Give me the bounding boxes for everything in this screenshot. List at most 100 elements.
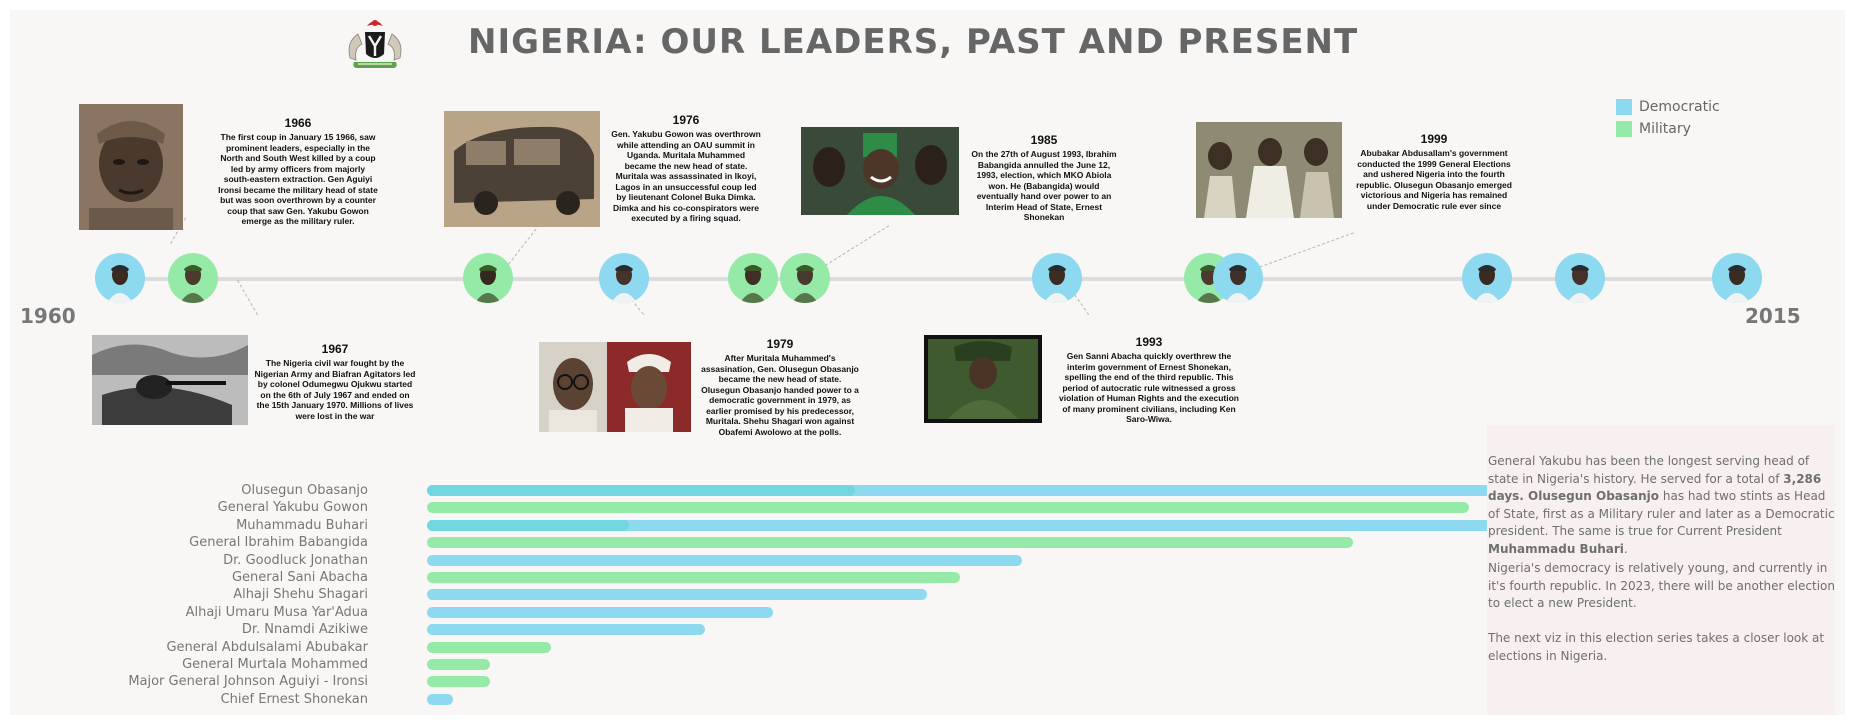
- bar-military-segment[interactable]: [427, 519, 630, 531]
- leader-portrait-icon: [740, 265, 766, 303]
- bar-democratic[interactable]: [427, 624, 706, 636]
- leader-portrait-icon: [1225, 265, 1251, 303]
- event-text: On the 27th of August 1993, Ibrahim Baba…: [971, 149, 1117, 222]
- bar-label: General Abdulsalami Abubakar: [166, 639, 368, 655]
- timeline-leader-node[interactable]: [1555, 253, 1605, 303]
- event-1993: 1993 Gen Sanni Abacha quickly overthrew …: [1054, 335, 1244, 425]
- timeline-leader-node[interactable]: [463, 253, 513, 303]
- timeline-leader-node[interactable]: [599, 253, 649, 303]
- event-year: 1976: [672, 113, 700, 127]
- timeline-leader-node[interactable]: [1462, 253, 1512, 303]
- leader-portrait-icon: [1474, 265, 1500, 303]
- event-text: The Nigeria civil war fought by the Nige…: [254, 358, 416, 421]
- event-photo-1985: [801, 127, 959, 215]
- bar-label: General Ibrahim Babangida: [189, 535, 368, 551]
- timeline-leader-node[interactable]: [728, 253, 778, 303]
- legend-swatch-democratic: [1616, 99, 1632, 115]
- legend-item-democratic: Democratic: [1616, 96, 1720, 118]
- legend-label: Democratic: [1639, 99, 1720, 115]
- bar-label: General Murtala Mohammed: [182, 657, 368, 672]
- event-photo-1967: [92, 335, 248, 425]
- event-1979: 1979 After Muritala Muhammed's assasinat…: [700, 337, 860, 437]
- note-text: Muhammadu Buhari: [1488, 541, 1624, 556]
- legend: Democratic Military: [1616, 96, 1720, 140]
- timeline-axis: [95, 277, 1755, 281]
- event-1999: 1999 Abubakar Abdusallam's government co…: [1354, 132, 1514, 211]
- note-text: General Yakubu has been the longest serv…: [1488, 454, 1810, 486]
- bar-military[interactable]: [427, 676, 491, 688]
- event-1976: 1976 Gen. Yakubu Gowon was overthrown wh…: [610, 113, 762, 224]
- timeline-leader-node[interactable]: [95, 253, 145, 303]
- leader-portrait-icon: [180, 265, 206, 303]
- event-1985: 1985 On the 27th of August 1993, Ibrahim…: [968, 133, 1120, 223]
- bar-military[interactable]: [427, 537, 1353, 549]
- timeline-end-year: 2015: [1745, 304, 1801, 328]
- leader-portrait-icon: [792, 265, 818, 303]
- bar-label: General Sani Abacha: [231, 570, 368, 585]
- event-year: 1966: [284, 116, 312, 130]
- page-title: NIGERIA: OUR LEADERS, PAST AND PRESENT: [468, 22, 1359, 62]
- leader-portrait-icon: [1044, 265, 1070, 303]
- bar-democratic[interactable]: [427, 606, 774, 618]
- bar-label: Chief Ernest Shonekan: [220, 691, 368, 707]
- bar-military[interactable]: [427, 502, 1469, 514]
- leader-portrait-icon: [1567, 265, 1593, 303]
- event-1967: 1967 The Nigeria civil war fought by the…: [253, 342, 417, 421]
- bar-military[interactable]: [427, 641, 551, 653]
- event-year: 1967: [321, 342, 349, 356]
- note-next-viz: The next viz in this election series tak…: [1488, 630, 1838, 665]
- event-text: Abubakar Abdusallam's government conduct…: [1356, 148, 1512, 211]
- bar-label: Alhaji Shehu Shagari: [233, 587, 368, 603]
- event-text: After Muritala Muhammed's assasination, …: [701, 353, 859, 437]
- bar-military[interactable]: [427, 659, 491, 670]
- bar-label: Dr. Goodluck Jonathan: [223, 552, 368, 568]
- event-year: 1999: [1420, 132, 1448, 146]
- timeline-leader-node[interactable]: [1712, 253, 1762, 303]
- note-text: 3,286 days. Olusegun Obasanjo: [1488, 471, 1822, 504]
- event-text: Gen. Yakubu Gowon was overthrown while a…: [611, 129, 761, 223]
- notes-panel: [1487, 425, 1835, 715]
- event-photo-1976: [444, 111, 600, 227]
- bar-military[interactable]: [427, 572, 961, 583]
- leader-portrait-icon: [107, 265, 133, 303]
- bar-democratic[interactable]: [427, 519, 1534, 531]
- bar-label: Olusegun Obasanjo: [241, 483, 368, 498]
- bar-label: Alhaji Umaru Musa Yar'Adua: [185, 604, 368, 620]
- leader-portrait-icon: [1724, 265, 1750, 303]
- timeline-start-year: 1960: [20, 304, 76, 328]
- bar-democratic[interactable]: [427, 554, 1022, 566]
- leader-portrait-icon: [611, 265, 637, 303]
- event-year: 1985: [1030, 133, 1058, 147]
- bar-democratic[interactable]: [427, 485, 1782, 496]
- note-text: The next viz in this election series tak…: [1488, 631, 1825, 663]
- event-photo-1993: [924, 335, 1042, 423]
- legend-label: Military: [1639, 121, 1691, 137]
- timeline-leader-node[interactable]: [1032, 253, 1082, 303]
- event-photo-1999: [1196, 122, 1342, 218]
- bar-military-segment[interactable]: [427, 485, 856, 496]
- timeline-leader-node[interactable]: [168, 253, 218, 303]
- bar-label: Major General Johnson Aguiyi - Ironsi: [128, 674, 368, 690]
- event-photo-1966: [79, 104, 183, 230]
- event-year: 1979: [766, 337, 794, 351]
- note-text: .: [1623, 541, 1628, 556]
- event-text: The first coup in January 15 1966, saw p…: [218, 132, 378, 226]
- coat-of-arms-icon: [348, 20, 402, 68]
- bar-democratic[interactable]: [427, 693, 453, 705]
- legend-swatch-military: [1616, 121, 1632, 137]
- bar-label: Muhammadu Buhari: [236, 517, 368, 533]
- note-longest-serving: General Yakubu has been the longest serv…: [1488, 453, 1838, 558]
- legend-item-military: Military: [1616, 118, 1720, 140]
- bar-label: General Yakubu Gowon: [217, 500, 368, 516]
- note-text: Nigeria's democracy is relatively young,…: [1488, 561, 1835, 610]
- leader-portrait-icon: [475, 265, 501, 303]
- note-democracy: Nigeria's democracy is relatively young,…: [1488, 560, 1838, 613]
- note-text: has had two stints as Head of State, fir…: [1488, 489, 1835, 538]
- bar-democratic[interactable]: [427, 589, 928, 601]
- timeline-leader-node[interactable]: [1213, 253, 1263, 303]
- event-text: Gen Sanni Abacha quickly overthrew the i…: [1059, 351, 1239, 424]
- timeline-leader-node[interactable]: [780, 253, 830, 303]
- event-year: 1993: [1135, 335, 1163, 349]
- bar-label: Dr. Nnamdi Azikiwe: [241, 622, 368, 638]
- event-1966: 1966 The first coup in January 15 1966, …: [218, 116, 378, 227]
